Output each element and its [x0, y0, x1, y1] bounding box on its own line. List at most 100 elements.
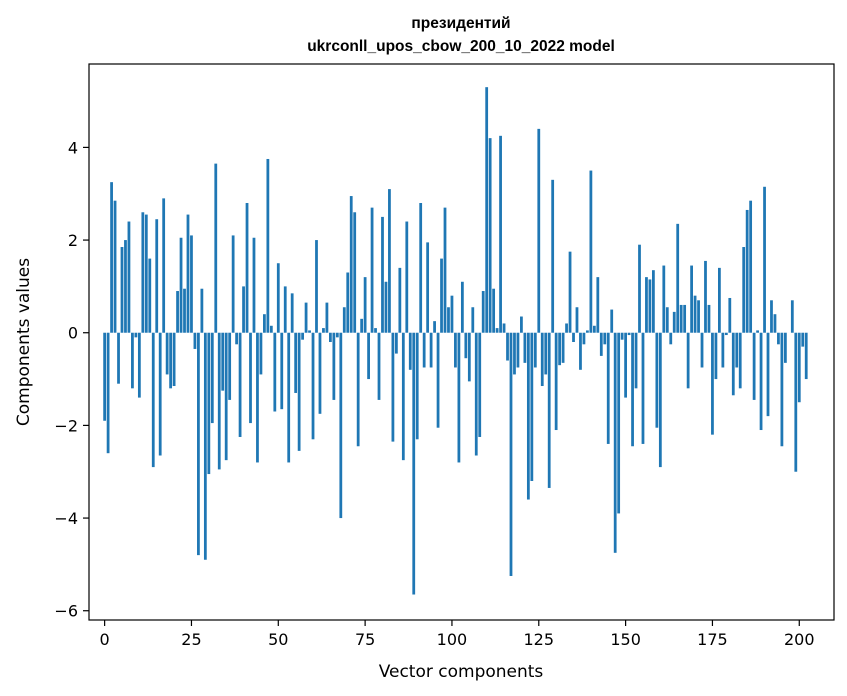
- bar-90: [415, 332, 419, 440]
- bar-125: [537, 128, 541, 333]
- bar-148: [617, 332, 621, 514]
- bar-116: [506, 332, 509, 361]
- bar-1: [106, 332, 110, 454]
- bar-69: [342, 307, 346, 333]
- bar-70: [346, 272, 350, 333]
- bar-84: [394, 332, 398, 354]
- bar-59: [308, 330, 311, 333]
- y-axis-label: Components values: [14, 258, 34, 426]
- bar-12: [144, 214, 148, 333]
- bar-155: [641, 332, 645, 444]
- bar-80: [381, 216, 384, 333]
- bar-202: [804, 332, 808, 380]
- y-tick-label: 4: [68, 138, 78, 157]
- bar-104: [464, 332, 468, 359]
- bar-199: [794, 332, 798, 472]
- bar-144: [603, 332, 607, 345]
- bar-46: [263, 314, 266, 333]
- bar-151: [627, 332, 631, 336]
- bar-112: [492, 288, 496, 333]
- bar-174: [707, 304, 711, 333]
- bar-191: [766, 332, 770, 417]
- bar-184: [742, 247, 746, 333]
- bar-188: [756, 330, 759, 333]
- bar-26: [193, 332, 197, 349]
- bar-21: [176, 291, 179, 333]
- bar-82: [388, 189, 391, 333]
- bars-group: [103, 87, 808, 595]
- bar-176: [714, 332, 718, 380]
- bar-143: [599, 332, 603, 356]
- bar-152: [631, 332, 634, 447]
- bar-29: [203, 332, 207, 560]
- bar-22: [179, 237, 183, 333]
- x-tick-label: 50: [268, 630, 288, 649]
- bar-41: [245, 203, 249, 333]
- bar-100: [450, 295, 454, 333]
- bar-137: [579, 332, 582, 370]
- bar-56: [297, 332, 301, 451]
- bar-130: [554, 332, 558, 431]
- bar-0: [103, 332, 107, 421]
- y-tick-label: 0: [68, 324, 78, 343]
- bar-173: [704, 260, 707, 333]
- bar-122: [526, 332, 530, 500]
- y-tick-label: −2: [54, 416, 78, 435]
- bar-79: [377, 332, 381, 400]
- bar-52: [283, 286, 287, 333]
- bar-121: [523, 332, 527, 363]
- bar-83: [391, 332, 395, 442]
- bar-60: [311, 332, 315, 440]
- bar-49: [273, 332, 277, 412]
- x-axis-label: Vector components: [379, 662, 544, 682]
- chart-title-line2: ukrconll_upos_cbow_200_10_2022 model: [307, 38, 615, 55]
- bar-19: [169, 332, 173, 389]
- bar-48: [269, 325, 273, 333]
- bar-153: [634, 332, 638, 389]
- bar-37: [231, 235, 235, 333]
- bar-175: [711, 332, 714, 435]
- bar-189: [759, 332, 763, 431]
- x-tick-label: 150: [610, 630, 641, 649]
- bar-142: [596, 277, 600, 333]
- bar-141: [592, 325, 596, 333]
- bar-126: [540, 332, 544, 387]
- bar-108: [478, 332, 482, 437]
- bar-85: [398, 267, 402, 333]
- bar-10: [137, 332, 141, 398]
- bar-11: [141, 212, 145, 333]
- bar-34: [221, 332, 225, 391]
- bar-42: [249, 332, 252, 424]
- bar-161: [662, 265, 666, 333]
- bar-13: [148, 258, 152, 333]
- bar-3: [113, 200, 117, 333]
- bar-40: [242, 286, 245, 333]
- x-tick-label: 25: [181, 630, 201, 649]
- bar-196: [783, 332, 787, 363]
- x-tick-label: 200: [784, 630, 815, 649]
- bar-103: [460, 281, 464, 333]
- bar-5: [120, 247, 124, 333]
- bar-117: [509, 332, 513, 576]
- bar-183: [738, 332, 742, 389]
- bar-120: [520, 316, 523, 333]
- bar-16: [158, 332, 162, 456]
- bar-30: [207, 332, 211, 475]
- bar-145: [606, 332, 610, 444]
- bar-86: [401, 332, 405, 461]
- bar-147: [613, 332, 617, 553]
- x-tick-label: 0: [100, 630, 110, 649]
- bar-162: [665, 307, 669, 333]
- bar-28: [200, 288, 204, 333]
- bar-38: [235, 332, 238, 345]
- bar-17: [162, 198, 166, 333]
- y-tick-label: −4: [54, 509, 78, 528]
- bar-158: [652, 270, 655, 333]
- bar-187: [752, 332, 756, 400]
- bar-160: [658, 332, 662, 468]
- bar-18: [165, 332, 169, 375]
- bar-132: [561, 332, 565, 363]
- bar-87: [405, 221, 409, 333]
- bar-99: [447, 307, 450, 333]
